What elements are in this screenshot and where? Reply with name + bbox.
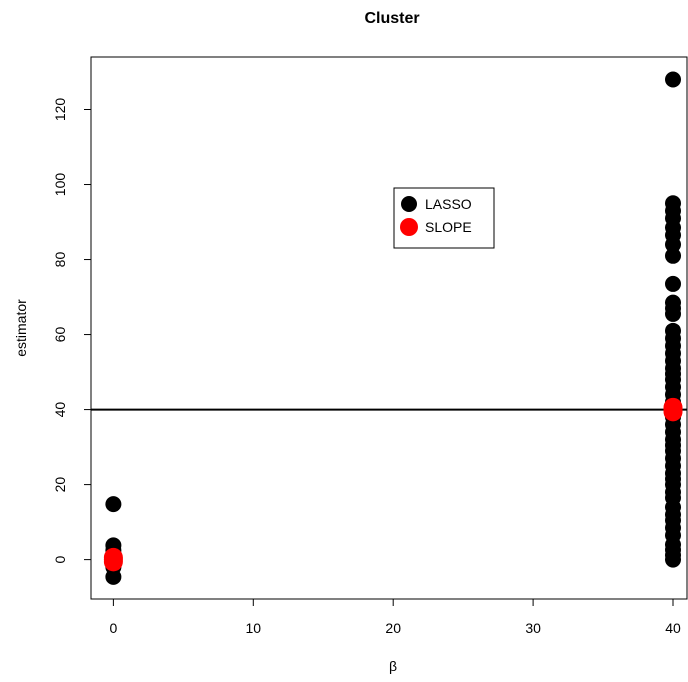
- y-tick-label: 0: [52, 556, 68, 564]
- point-lasso: [665, 294, 682, 311]
- legend-label-slope: SLOPE: [425, 219, 472, 235]
- y-tick-label: 20: [52, 477, 68, 493]
- point-lasso: [665, 71, 682, 88]
- x-tick-label: 20: [385, 620, 401, 636]
- point-lasso: [105, 496, 122, 513]
- y-tick-label: 80: [52, 252, 68, 268]
- legend-marker-lasso: [401, 196, 417, 212]
- y-tick-label: 40: [52, 402, 68, 418]
- point-lasso: [665, 275, 682, 292]
- y-axis-label: estimator: [13, 299, 29, 357]
- x-tick-label: 10: [246, 620, 262, 636]
- point-slope: [663, 397, 683, 417]
- legend: LASSO SLOPE: [393, 187, 495, 249]
- x-tick-label: 40: [665, 620, 681, 636]
- chart-title: Cluster: [364, 10, 419, 27]
- data-points: [103, 71, 683, 585]
- point-lasso: [665, 247, 682, 264]
- x-tick-label: 30: [525, 620, 541, 636]
- point-lasso: [665, 322, 682, 339]
- legend-label-lasso: LASSO: [425, 196, 472, 212]
- point-slope: [103, 547, 123, 567]
- y-tick-label: 100: [52, 173, 68, 197]
- legend-marker-slope: [400, 218, 418, 236]
- x-axis: 0 10 20 30 40: [109, 599, 681, 636]
- y-tick-label: 60: [52, 327, 68, 343]
- point-lasso: [665, 195, 682, 212]
- y-axis: 0 20 40 60 80 100 120: [52, 98, 91, 564]
- x-axis-label: β: [389, 658, 397, 674]
- x-tick-label: 0: [109, 620, 117, 636]
- y-tick-label: 120: [52, 98, 68, 122]
- plot-frame: [90, 56, 688, 600]
